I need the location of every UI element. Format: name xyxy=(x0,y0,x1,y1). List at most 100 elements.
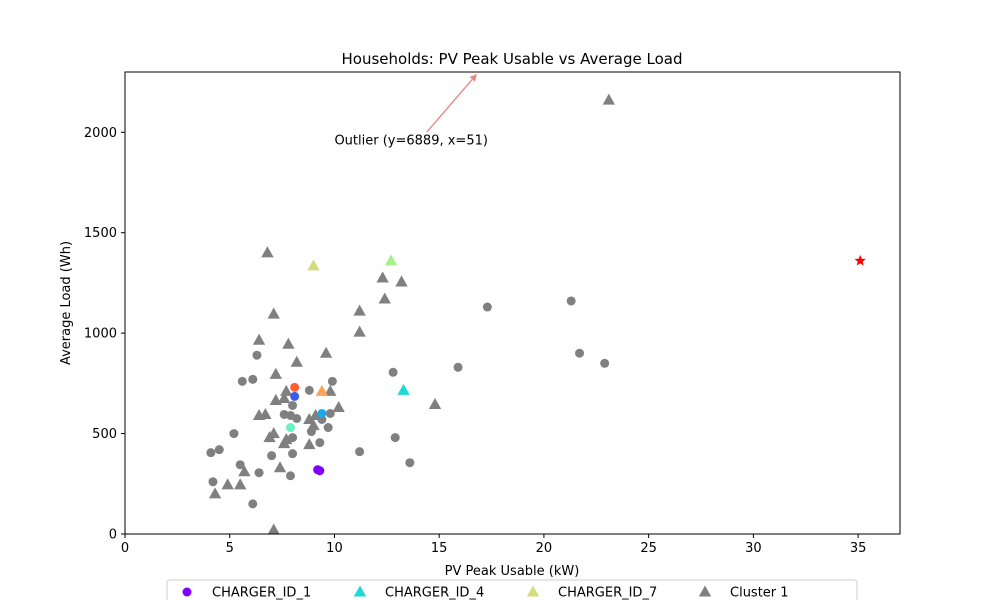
data-point-triangle xyxy=(428,397,442,409)
legend-label: CHARGER_ID_4 xyxy=(385,586,484,600)
data-points xyxy=(206,93,866,535)
data-point-circle xyxy=(304,385,314,395)
data-point-triangle xyxy=(376,271,389,283)
legend: CHARGER_ID_1 CHARGER_ID_4 CHARGER_ID_7 Clus… xyxy=(166,579,858,600)
legend-marker xyxy=(353,585,367,597)
data-point-circle xyxy=(285,423,295,433)
x-tick-label: 20 xyxy=(536,541,553,556)
data-point-triangle xyxy=(267,523,280,535)
data-point-circle xyxy=(237,376,247,386)
data-point-circle xyxy=(575,348,585,358)
data-point-triangle xyxy=(221,478,234,490)
data-point-triangle xyxy=(252,333,266,345)
data-point-triangle xyxy=(602,93,616,105)
data-point-circle xyxy=(285,471,295,481)
data-point-triangle xyxy=(280,384,293,396)
data-point-triangle xyxy=(267,307,280,319)
data-point-triangle xyxy=(307,259,320,271)
data-point-circle xyxy=(566,296,576,306)
data-point-circle xyxy=(267,451,277,461)
data-point-circle xyxy=(288,400,298,410)
data-point-triangle xyxy=(290,355,303,367)
data-point-circle xyxy=(206,448,216,458)
data-point-circle xyxy=(254,468,264,478)
legend-label: CHARGER_ID_1 xyxy=(212,586,311,600)
y-tick-label: 1500 xyxy=(84,226,117,241)
data-point-circle xyxy=(288,449,298,459)
x-tick-label: 5 xyxy=(226,541,234,556)
data-point-circle xyxy=(355,447,365,457)
legend-marker xyxy=(182,587,192,597)
data-point-triangle xyxy=(234,478,247,490)
data-point-circle xyxy=(290,391,300,401)
x-tick-label: 0 xyxy=(121,541,129,556)
annotation-arrow xyxy=(426,78,473,133)
x-tick-label: 30 xyxy=(745,541,762,556)
plot-frame xyxy=(124,71,901,535)
x-tick-label: 10 xyxy=(326,541,343,556)
data-point-circle xyxy=(323,423,333,433)
data-point-triangle xyxy=(303,438,316,450)
data-point-circle xyxy=(290,382,300,392)
data-point-triangle xyxy=(259,407,272,420)
data-point-circle xyxy=(313,465,323,475)
data-point-circle xyxy=(405,458,415,468)
x-tick-label: 15 xyxy=(431,541,448,556)
x-tick-label: 25 xyxy=(640,541,657,556)
data-point-circle xyxy=(248,374,258,384)
data-point-circle xyxy=(214,445,224,455)
data-point-circle xyxy=(317,408,327,418)
data-point-circle xyxy=(482,302,492,312)
data-point-circle xyxy=(252,350,262,360)
data-point-triangle xyxy=(309,408,322,421)
data-point-triangle xyxy=(261,246,274,258)
data-point-triangle xyxy=(353,304,366,316)
data-point-triangle xyxy=(208,487,222,499)
data-point-triangle xyxy=(267,427,280,439)
data-point-triangle xyxy=(332,400,345,413)
data-point-circle xyxy=(388,367,398,377)
data-point-circle xyxy=(453,362,463,372)
y-tick-label: 0 xyxy=(109,528,117,543)
data-point-circle xyxy=(235,460,245,470)
data-point-triangle xyxy=(315,384,329,396)
y-tick-label: 500 xyxy=(92,427,117,442)
data-point-triangle xyxy=(324,384,337,396)
legend-label: CHARGER_ID_7 xyxy=(558,586,657,600)
data-point-triangle xyxy=(280,433,293,445)
data-point-circle xyxy=(600,358,610,368)
data-point-triangle xyxy=(273,461,287,473)
legend-marker xyxy=(526,585,540,597)
x-tick-label: 35 xyxy=(850,541,867,556)
data-point-triangle xyxy=(238,465,251,477)
y-tick-label: 1000 xyxy=(84,327,117,342)
legend-marker xyxy=(698,585,712,597)
data-point-triangle xyxy=(269,367,282,379)
data-point-circle xyxy=(288,433,298,443)
outlier-star-marker xyxy=(854,254,866,266)
data-point-triangle xyxy=(319,346,333,358)
legend-label: Cluster 1 xyxy=(730,586,789,600)
data-point-triangle xyxy=(384,254,398,266)
data-point-circle xyxy=(315,438,325,448)
x-axis: 0 5 10 15 20 25 30 35 xyxy=(121,534,867,556)
chart-title: Households: PV Peak Usable vs Average Lo… xyxy=(342,50,683,68)
data-point-triangle xyxy=(353,325,366,337)
data-point-circle xyxy=(229,429,239,439)
data-point-circle xyxy=(208,477,218,487)
y-axis: 0 500 1000 1500 2000 xyxy=(84,126,125,543)
data-point-triangle xyxy=(278,391,291,403)
data-point-circle xyxy=(325,408,335,418)
data-point-circle xyxy=(292,414,302,423)
data-point-triangle xyxy=(282,337,295,349)
data-point-triangle xyxy=(307,419,320,431)
outlier-annotation: Outlier (y=6889, x=51) xyxy=(334,74,488,148)
data-point-triangle xyxy=(378,292,391,304)
x-axis-label: PV Peak Usable (kW) xyxy=(445,564,580,579)
data-point-triangle xyxy=(397,383,410,395)
data-point-circle xyxy=(248,499,258,509)
y-tick-label: 2000 xyxy=(84,126,117,141)
data-point-circle xyxy=(390,433,400,443)
annotation-text: Outlier (y=6889, x=51) xyxy=(334,133,487,148)
